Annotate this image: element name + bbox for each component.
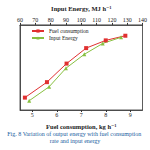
svg-text:rate and input energy: rate and input energy xyxy=(50,138,101,144)
svg-text:6: 6 xyxy=(55,112,58,118)
svg-text:9: 9 xyxy=(129,112,132,118)
svg-text:Input Energy: Input Energy xyxy=(49,35,78,41)
svg-text:130: 130 xyxy=(123,17,132,23)
svg-text:90: 90 xyxy=(63,17,69,23)
svg-text:Fig. 8 Variation of output ene: Fig. 8 Variation of output energy with f… xyxy=(7,131,142,137)
svg-text:8: 8 xyxy=(104,112,107,118)
svg-text:7: 7 xyxy=(80,112,83,118)
svg-text:120: 120 xyxy=(107,17,116,23)
svg-text:70: 70 xyxy=(32,17,38,23)
svg-text:Fuel consumption, kg h⁻¹: Fuel consumption, kg h⁻¹ xyxy=(46,123,116,130)
svg-text:140: 140 xyxy=(138,17,147,23)
svg-text:60: 60 xyxy=(17,17,23,23)
svg-text:110: 110 xyxy=(92,17,101,23)
svg-text:100: 100 xyxy=(77,17,86,23)
svg-text:Input Energy, MJ h⁻¹: Input Energy, MJ h⁻¹ xyxy=(51,5,111,12)
svg-text:80: 80 xyxy=(48,17,54,23)
svg-text:5: 5 xyxy=(31,112,34,118)
svg-text:Fuel consumption: Fuel consumption xyxy=(49,28,89,34)
